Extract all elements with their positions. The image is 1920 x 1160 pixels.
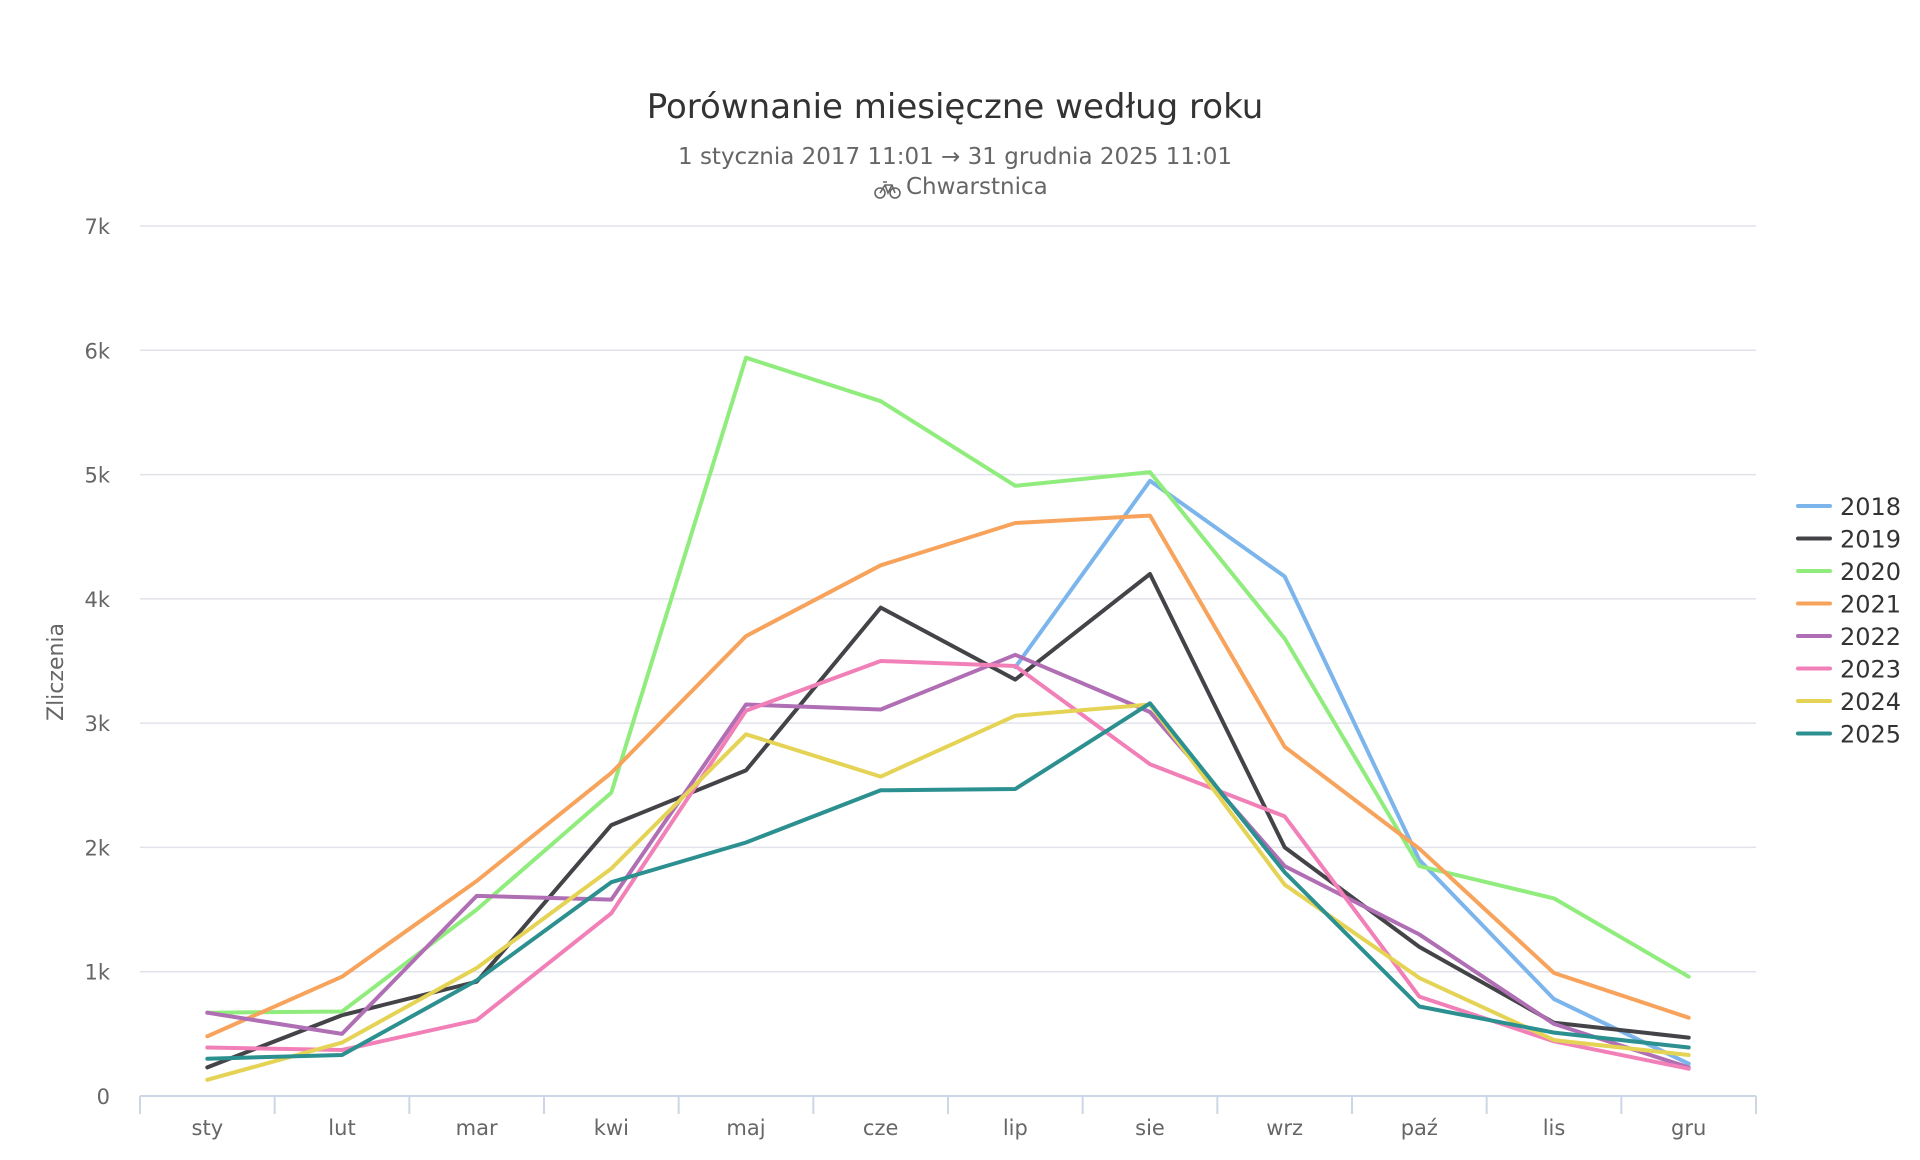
y-tick-label: 2k	[84, 836, 110, 860]
bicycle-icon	[874, 181, 901, 199]
legend-item-2020[interactable]: 2020	[1796, 558, 1901, 586]
y-axis-title: Zliczenia	[44, 623, 69, 721]
series-line-2025[interactable]	[205, 701, 1691, 1061]
y-tick-label: 4k	[84, 588, 110, 612]
y-tick-label: 5k	[84, 464, 110, 488]
x-tick-label: cze	[863, 1116, 899, 1140]
x-tick-label: lis	[1543, 1116, 1566, 1140]
x-tick-label: kwi	[594, 1116, 629, 1140]
y-tick-label: 3k	[84, 712, 110, 736]
series-line-2021[interactable]	[205, 513, 1691, 1039]
series-line-2024[interactable]	[205, 702, 1691, 1082]
legend-label: 2018	[1840, 493, 1901, 521]
series-line-2018[interactable]	[1013, 478, 1691, 1066]
legend-item-2018[interactable]: 2018	[1796, 493, 1901, 521]
legend-label: 2019	[1840, 526, 1901, 554]
x-tick-label: wrz	[1266, 1116, 1303, 1140]
series-line-2019[interactable]	[205, 572, 1691, 1070]
x-tick-label: mar	[456, 1116, 498, 1140]
legend-label: 2024	[1840, 688, 1901, 716]
legend-label: 2020	[1840, 558, 1901, 586]
chart-title: Porównanie miesięczne według roku	[647, 87, 1264, 127]
legend-label: 2023	[1840, 656, 1901, 684]
grid	[140, 225, 1756, 973]
legend-label: 2022	[1840, 623, 1901, 651]
x-tick-label: maj	[726, 1116, 765, 1140]
x-axis: sty lut mar kwi maj cze lip sie wrz paź lis gru	[139, 1095, 1757, 1140]
legend[interactable]: 2018 2019 2020 2021 2022 2023 2024 2025	[1796, 493, 1901, 749]
legend-item-2023[interactable]: 2023	[1796, 656, 1901, 684]
legend-item-2021[interactable]: 2021	[1796, 591, 1901, 619]
x-tick-label: sty	[192, 1116, 224, 1140]
y-tick-label: 1k	[84, 961, 110, 985]
x-tick-label: paź	[1401, 1116, 1438, 1140]
chart-subtitle: 1 stycznia 2017 11:01 → 31 grudnia 2025 …	[678, 144, 1232, 170]
legend-item-2025[interactable]: 2025	[1796, 721, 1901, 749]
series-line-2022[interactable]	[205, 652, 1691, 1070]
legend-label: 2021	[1840, 591, 1901, 619]
y-tick-label: 7k	[84, 215, 110, 239]
y-tick-label: 6k	[84, 339, 110, 363]
y-tick-label: 0	[97, 1085, 110, 1109]
legend-item-2024[interactable]: 2024	[1796, 688, 1901, 716]
legend-item-2022[interactable]: 2022	[1796, 623, 1901, 651]
x-tick-label: lip	[1003, 1116, 1028, 1140]
series-line-2023[interactable]	[205, 659, 1691, 1071]
location-line: Chwarstnica	[874, 174, 1048, 200]
chart-location: Chwarstnica	[906, 174, 1048, 200]
series-lines	[205, 355, 1691, 1082]
legend-item-2019[interactable]: 2019	[1796, 526, 1901, 554]
x-tick-label: sie	[1135, 1116, 1165, 1140]
legend-label: 2025	[1840, 721, 1901, 749]
x-tick-label: gru	[1671, 1116, 1706, 1140]
x-tick-label: lut	[328, 1116, 355, 1140]
y-axis: 0 1k 2k 3k 4k 5k 6k 7k	[84, 215, 110, 1109]
